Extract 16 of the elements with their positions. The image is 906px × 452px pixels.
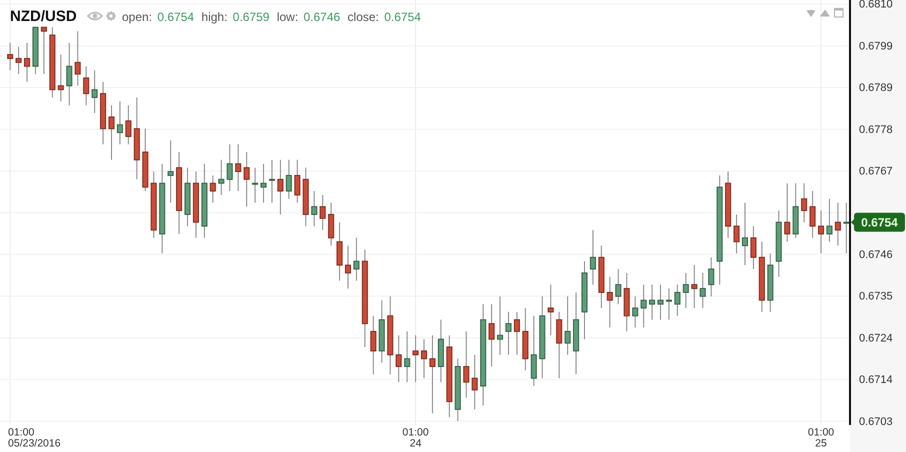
y-tick-label: 0.6703: [859, 416, 893, 428]
y-tick-label: 0.6778: [859, 124, 893, 136]
text: 0.6754: [861, 216, 898, 230]
y-tick-label: 0.6714: [859, 374, 893, 386]
x-tick-label: 01:00 05/23/2016: [8, 426, 61, 450]
y-tick-label: 0.6746: [859, 248, 893, 261]
y-tick-label: 0.6799: [859, 40, 893, 52]
text: open: 0.6754 high: 0.6759 low: 0.6746 close: 0.6754: [122, 10, 422, 24]
y-tick-label: 0.6735: [859, 290, 893, 303]
y-tick-label: 0.6789: [859, 82, 893, 94]
x-tick-label: 01:00 25: [808, 426, 834, 450]
x-tick-label: 01:00 24: [402, 426, 429, 450]
y-tick-label: 0.6767: [859, 165, 893, 178]
text: NZD/USD: [10, 8, 77, 25]
y-tick-label: 0.6810: [859, 0, 893, 11]
y-tick-label: 0.6724: [859, 332, 893, 344]
